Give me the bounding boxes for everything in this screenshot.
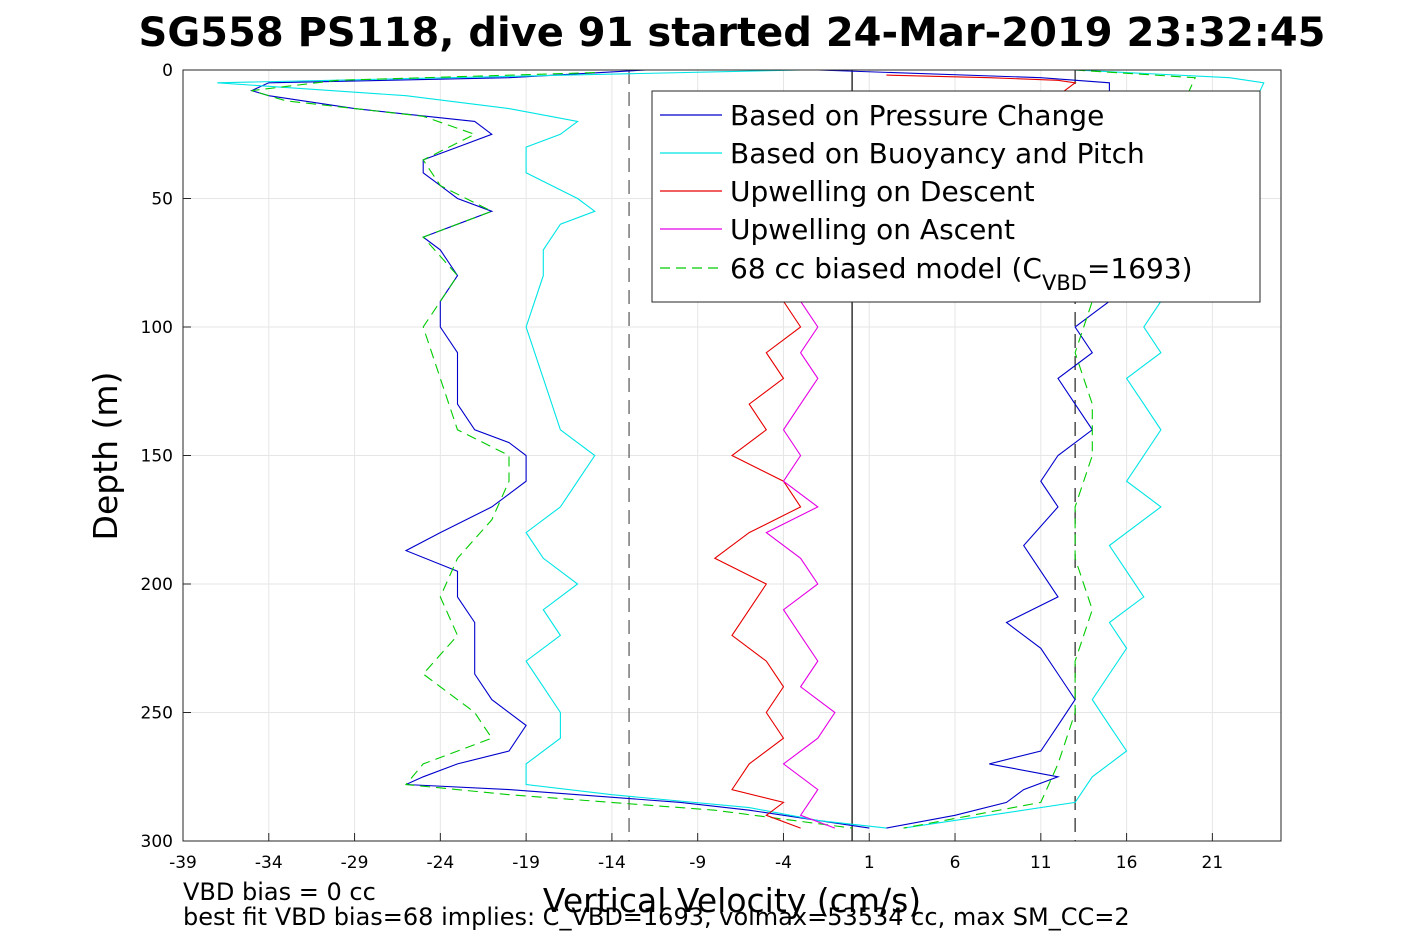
series-line-pressure-desc [250, 69, 870, 829]
legend-box [651, 90, 1261, 303]
chart-title: SG558 PS118, dive 91 started 24-Mar-2019… [139, 10, 1326, 56]
y-tick-label: 100 [141, 318, 173, 338]
legend-entries: Based on Pressure Change Based on Buoyanc… [660, 99, 1145, 246]
legend-label-model: 68 cc biased model (CVBD=1693) [730, 252, 1193, 295]
best-fit-note: best fit VBD bias=68 implies: C_VBD=1693… [183, 903, 1130, 931]
legend-label: Based on Buoyancy and Pitch [730, 137, 1145, 170]
x-tick-label: -19 [512, 853, 540, 873]
x-tick-label: 16 [1116, 853, 1138, 873]
tick-layer: -39 -34 -29 -24 -19 -14 -9 -4 1 6 11 16 210501001502… [141, 61, 1224, 873]
y-axis-label: Depth (m) [86, 372, 125, 541]
series-layer [217, 69, 1265, 829]
series-line-model-asc [903, 69, 1197, 829]
series-line-model-desc [251, 72, 853, 829]
y-tick-label: 300 [141, 832, 173, 852]
y-tick-label: 50 [151, 190, 173, 210]
x-axis-label: Vertical Velocity (cm/s) [543, 881, 921, 920]
x-tick-label: 21 [1202, 853, 1224, 873]
y-tick-label: 0 [162, 61, 173, 81]
series-line-upwell-desc [713, 74, 1077, 829]
legend-label: Upwelling on Ascent [730, 213, 1015, 246]
series-line-upwell-asc [765, 300, 836, 829]
x-tick-label: -34 [255, 853, 283, 873]
vbd-bias-note: VBD bias = 0 cc [183, 878, 376, 906]
x-tick-label: -9 [689, 853, 706, 873]
x-tick-label: 1 [864, 853, 875, 873]
legend-model-suffix: =1693) [1087, 252, 1193, 285]
series-line-pressure-asc [817, 69, 1110, 829]
x-tick-label: -24 [426, 853, 454, 873]
x-tick-label: -14 [598, 853, 626, 873]
y-tick-label: 250 [141, 704, 173, 724]
x-tick-label: 6 [950, 853, 961, 873]
y-tick-label: 150 [141, 447, 173, 467]
legend-model-subscript: VBD [1042, 271, 1087, 295]
legend: Based on Pressure Change Based on Buoyanc… [651, 90, 1261, 303]
x-tick-label: -4 [775, 853, 792, 873]
legend-label: Upwelling on Descent [730, 175, 1035, 208]
y-tick-label: 200 [141, 575, 173, 595]
x-tick-label: 11 [1030, 853, 1052, 873]
legend-model-prefix: 68 cc biased model (C [730, 252, 1042, 285]
series-line-buoyancy-asc [903, 69, 1265, 829]
legend-label: Based on Pressure Change [730, 99, 1104, 132]
series-line-buoyancy-desc [217, 69, 887, 829]
x-tick-label: -29 [341, 853, 369, 873]
x-tick-label: -39 [169, 853, 197, 873]
